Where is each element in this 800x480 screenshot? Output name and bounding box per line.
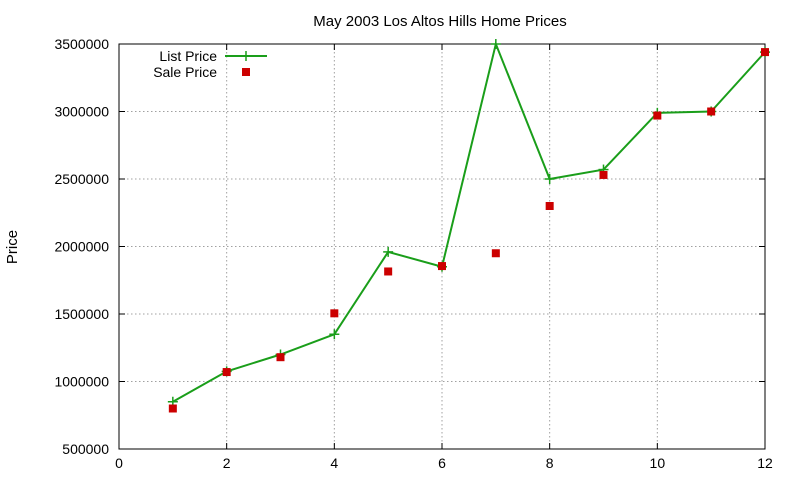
x-tick-label: 4 [330, 455, 338, 471]
sale-price-point [599, 170, 608, 179]
list-price-point [383, 246, 394, 257]
sale-price-point [168, 404, 177, 413]
legend-label: List Price [159, 48, 217, 64]
sale-price-point [438, 262, 446, 271]
x-tick-label: 0 [115, 455, 123, 471]
y-tick-label: 2000000 [54, 239, 109, 255]
sale-price-point [761, 48, 769, 57]
legend-marker [242, 68, 250, 76]
sale-price-point [491, 249, 500, 258]
list-price-line [172, 40, 766, 403]
sale-price-point [707, 107, 716, 116]
series-layer [167, 39, 770, 413]
y-axis-label: Price [4, 230, 21, 264]
sale-price-point [330, 309, 339, 318]
legend-label: Sale Price [153, 64, 217, 80]
x-tick-label: 8 [546, 455, 554, 471]
x-tick-label: 2 [223, 455, 231, 471]
y-tick-label: 1500000 [54, 306, 109, 322]
list-price-point [329, 329, 340, 340]
y-tick-label: 3500000 [54, 36, 109, 52]
y-tick-label: 3000000 [54, 104, 109, 120]
y-tick-label: 2500000 [54, 171, 109, 187]
sale-price-point [653, 111, 662, 120]
sale-price-point [222, 368, 231, 377]
y-tick-label: 500000 [62, 441, 109, 457]
chart-title: May 2003 Los Altos Hills Home Prices [313, 13, 566, 30]
list-price-point [544, 174, 555, 184]
list-price-point [490, 39, 501, 49]
x-tick-label: 12 [757, 455, 773, 471]
sale-price-point [276, 353, 285, 362]
sale-price-point [384, 267, 393, 276]
grid [119, 44, 765, 449]
legend-marker [241, 51, 251, 61]
y-tick-label: 1000000 [54, 374, 109, 390]
x-tick-label: 6 [438, 455, 446, 471]
axes: 0 2 4 6 8 10 12 500000 1000000 1500000 2000000 2500… [54, 36, 773, 471]
plot-border [118, 43, 766, 450]
x-tick-label: 10 [650, 455, 666, 471]
sale-price-point [545, 202, 554, 210]
